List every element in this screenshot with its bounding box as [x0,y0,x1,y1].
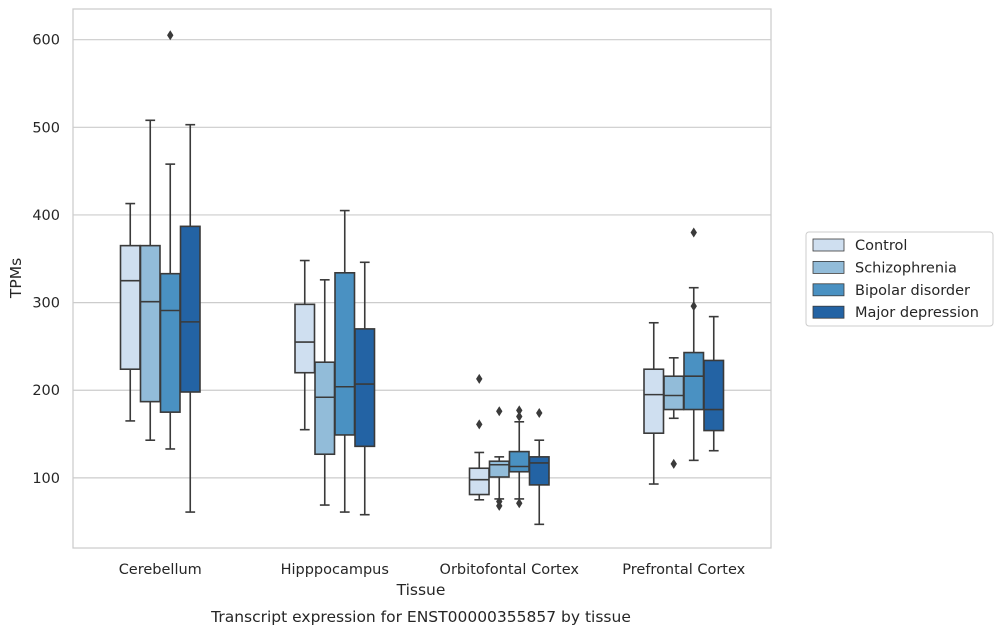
y-tick-label: 400 [32,208,60,224]
box-body [334,272,356,436]
box-body [179,225,201,393]
box-major-depression [703,315,725,452]
legend-swatch [812,260,845,274]
box-body [294,303,316,374]
legend-label: Control [855,238,907,254]
box-bipolar-disorder [683,227,705,462]
box-body [488,460,510,478]
outlier-point [516,405,523,416]
box-body [468,467,490,496]
box-schizophrenia [139,119,161,442]
box-control [294,259,316,431]
box-major-depression [528,408,550,526]
outlier-point [516,498,523,509]
box-body [508,450,530,473]
outlier-point [536,408,543,419]
outlier-point [167,30,174,41]
box-control [468,373,490,501]
outlier-point [516,411,523,422]
y-axis-title: TPMs [7,258,25,299]
x-tick-label: Prefrontal Cortex [622,562,745,578]
plot-frame [72,8,772,549]
x-tick-label: Cerebellum [119,562,202,578]
legend-swatch [812,305,845,319]
y-tick-label: 600 [32,33,60,49]
y-tick-label: 100 [32,471,60,487]
legend-swatch [812,283,845,297]
outlier-point [690,227,697,238]
outlier-point [496,406,503,417]
box-body [139,244,161,403]
box-schizophrenia [314,279,336,506]
outlier-point [496,500,503,511]
box-schizophrenia [488,406,510,511]
outlier-point [476,419,483,430]
y-tick-label: 300 [32,296,60,312]
box-major-depression [354,261,376,516]
x-tick-label: Hipppocampus [281,562,389,578]
outlier-point [670,458,677,469]
box-body [643,368,665,434]
box-body [683,351,705,411]
chart-caption: Transcript expression for ENST0000035585… [210,608,631,626]
box-body [703,359,725,432]
legend-label: Major depression [855,305,979,321]
box-body [663,375,685,411]
box-body [119,244,141,371]
x-tick-labels: Cerebellum Hipppocampus Orbitofontal Corte… [119,562,746,578]
box-control [119,202,141,422]
box-plot-series [119,30,725,526]
x-axis-title: Tissue [396,581,446,599]
box-schizophrenia [663,357,685,469]
y-tick-labels: 100 200 300 400 500 600 [32,33,60,487]
box-bipolar-disorder [334,209,356,513]
box-body [159,272,181,413]
legend: Control Schizophrenia Bipolar disorder Majo… [805,231,994,327]
box-major-depression [179,123,201,513]
legend-frame [805,231,994,327]
legend-label: Schizophrenia [855,260,957,276]
box-bipolar-disorder [159,30,181,450]
box-body [528,456,550,486]
box-body [314,361,336,456]
legend-swatch [812,238,845,252]
x-tick-label: Orbitofontal Cortex [440,562,580,578]
y-tick-label: 200 [32,383,60,399]
box-body [354,328,376,448]
legend-label: Bipolar disorder [855,283,970,299]
outlier-point [476,373,483,384]
box-bipolar-disorder [508,405,530,509]
box-control [643,321,665,485]
y-tick-label: 500 [32,120,60,136]
outlier-point [690,301,697,312]
